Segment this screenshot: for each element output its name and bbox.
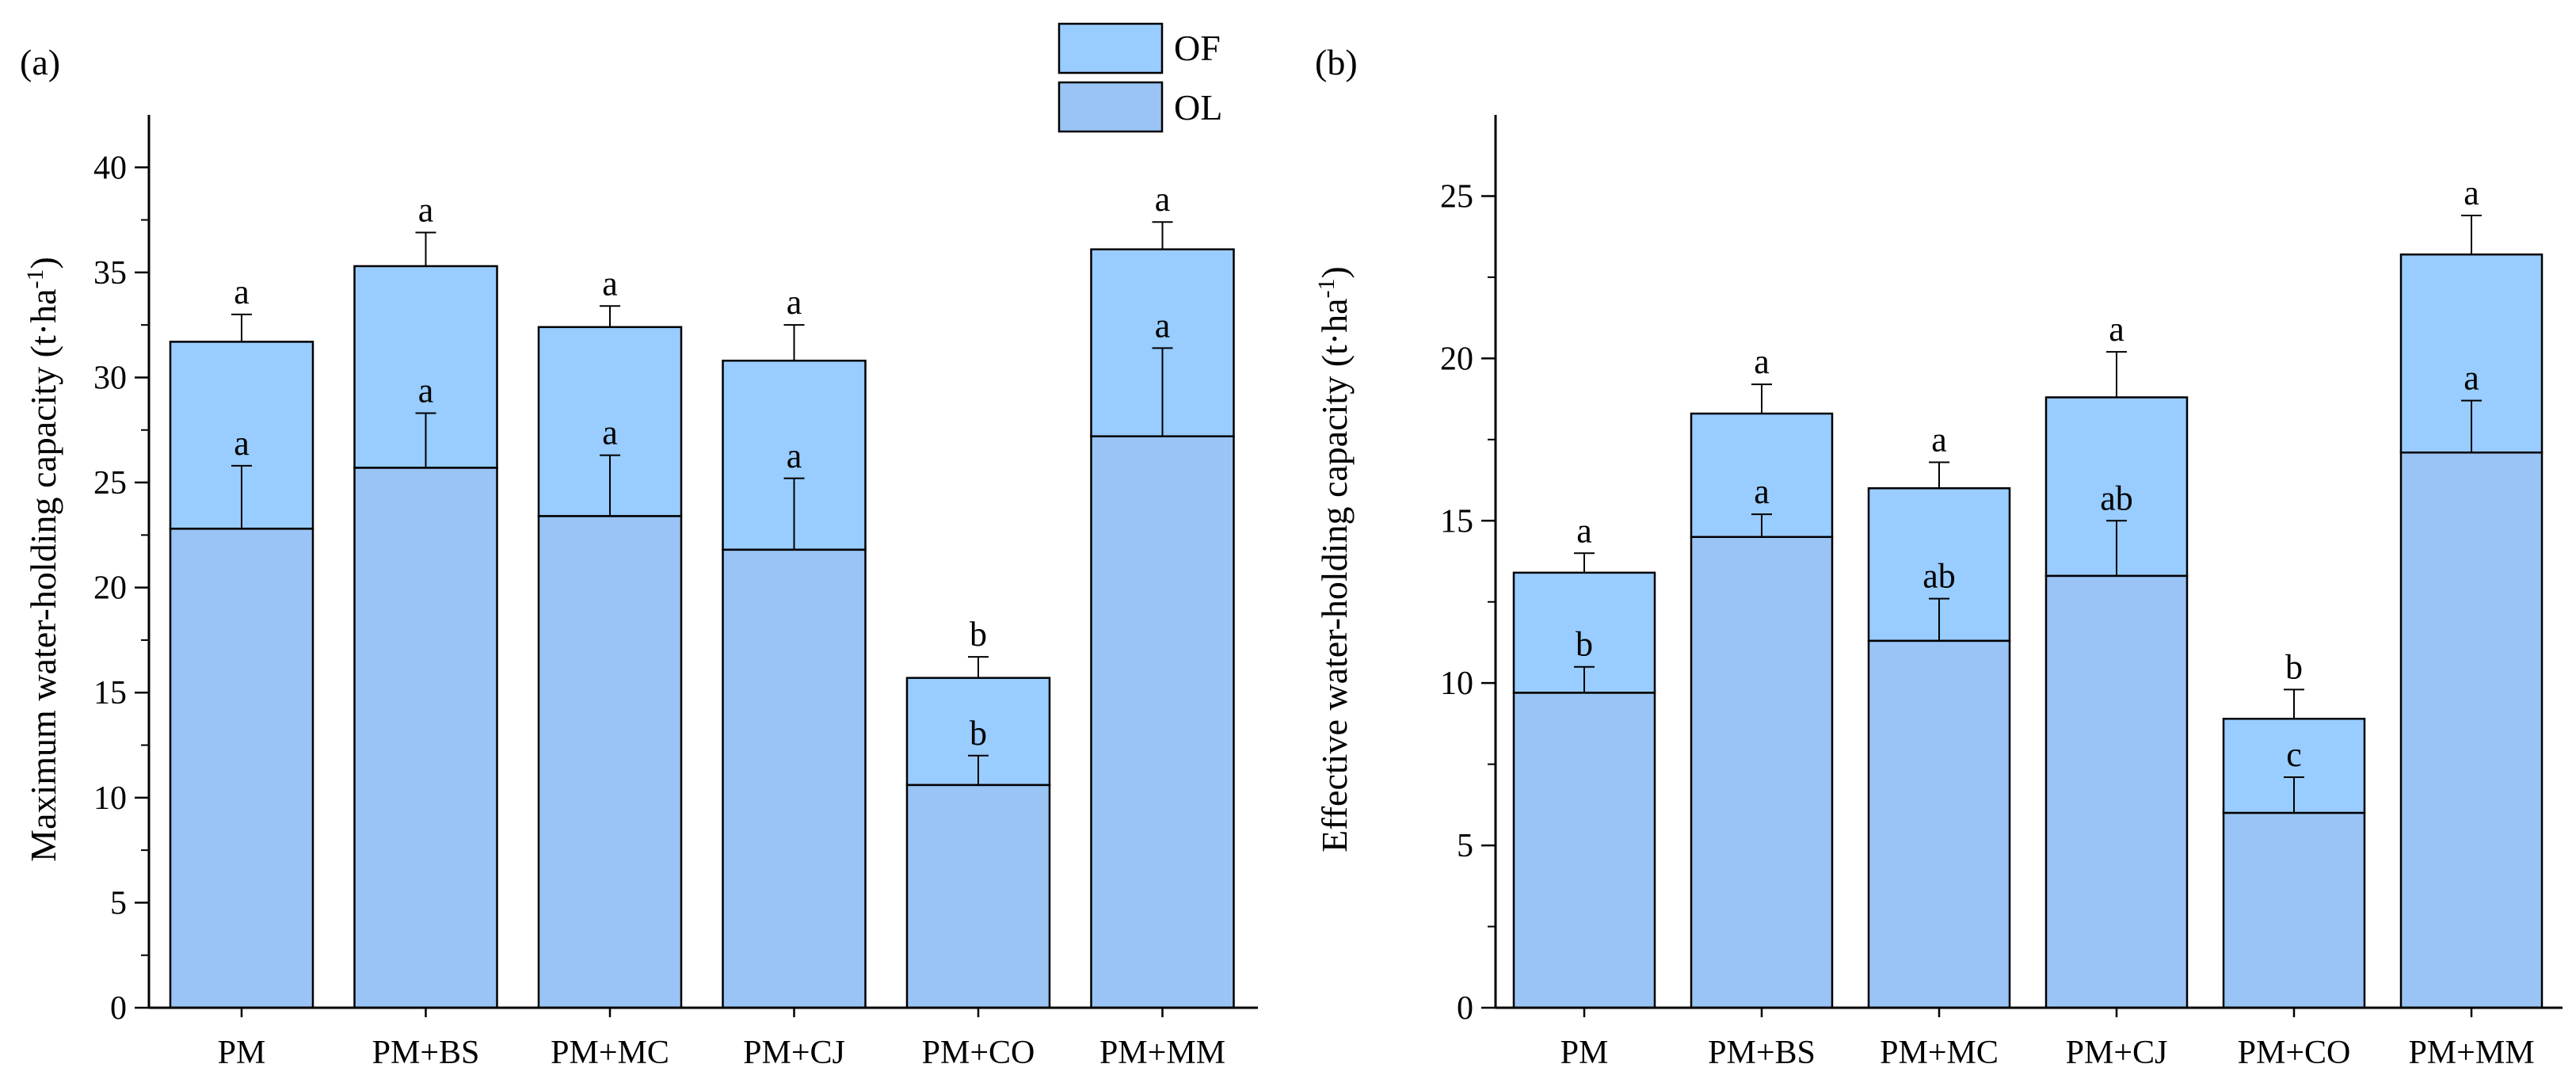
legend-label-ol: OL [1174,87,1222,128]
y-tick-label: 0 [110,990,127,1027]
y-tick-label: 20 [93,570,127,607]
ol-significance-letter: a [1754,472,1770,511]
x-tick-label: PM+MM [2408,1035,2534,1071]
legend-label-of: OF [1174,28,1221,68]
y-tick-label: 10 [1440,665,1473,702]
panel-label: (b) [1315,42,1358,82]
x-tick-label: PM+MM [1099,1035,1225,1071]
y-tick-label: 25 [1440,178,1473,215]
bar-ol-segment [1690,536,1834,1009]
of-significance-letter: a [1155,180,1171,219]
bar-ol-segment [537,515,683,1009]
of-significance-letter: b [2285,647,2303,686]
x-tick-label: PM [218,1035,266,1071]
ol-significance-letter: b [970,714,987,753]
x-tick-label: PM+CJ [743,1035,845,1071]
y-tick-label: 5 [110,885,127,921]
y-tick-label: 30 [93,360,127,396]
x-tick-label: PM+BS [372,1035,480,1071]
panel-b-chart: (b) Effective water-holding capacity (t·h… [1313,42,2563,1071]
y-tick-label: 25 [93,465,127,501]
panel-label: (a) [20,42,60,82]
y-tick-label: 40 [93,150,127,186]
ol-significance-letter: a [2464,359,2479,398]
y-tick-label: 0 [1457,990,1473,1027]
ol-significance-letter: a [234,424,250,463]
bar-ol-segment [722,548,867,1009]
legend-swatch-of [1057,22,1164,74]
y-tick-label: 10 [93,780,127,817]
x-tick-label: PM [1560,1035,1609,1071]
of-significance-letter: b [970,615,987,654]
ol-significance-letter: ab [1922,557,1956,596]
legend: OF OL [1057,22,1222,133]
ol-significance-letter: a [787,437,802,475]
y-tick-label: 15 [93,675,127,711]
y-axis-title: Maximum water-holding capacity (t·ha-1) [22,257,63,862]
bar-ol-segment [1867,639,2011,1009]
of-significance-letter: a [1754,342,1770,381]
of-significance-letter: a [2109,310,2124,349]
legend-swatch-ol [1057,81,1164,133]
ol-significance-letter: a [602,414,618,452]
y-tick-label: 15 [1440,503,1473,540]
ol-significance-letter: b [1576,625,1593,664]
of-significance-letter: a [234,273,250,311]
y-tick-label: 20 [1440,341,1473,377]
bar-ol-segment [169,528,314,1009]
of-significance-letter: a [787,283,802,322]
bar-ol-segment [2044,574,2189,1009]
y-axis-title: Effective water-holding capacity (t·ha-1… [1313,266,1355,852]
bar-ol-segment [1090,435,1235,1009]
of-significance-letter: a [1576,511,1592,550]
ol-significance-letter: c [2286,735,2302,774]
y-tick-label: 5 [1457,828,1473,864]
bar-ol-segment [905,784,1051,1009]
ol-significance-letter: a [1155,306,1171,345]
x-tick-label: PM+CO [922,1035,1035,1071]
bar-ol-segment [353,467,498,1009]
x-tick-label: PM+MC [1880,1035,1999,1071]
x-tick-label: PM+MC [551,1035,669,1071]
of-significance-letter: a [418,190,434,229]
of-significance-letter: a [2464,174,2479,212]
x-tick-label: PM+CO [2238,1035,2351,1071]
of-significance-letter: a [602,264,618,303]
ol-significance-letter: a [418,372,434,410]
bar-ol-segment [2222,811,2366,1009]
of-significance-letter: a [1931,421,1947,460]
x-tick-label: PM+BS [1708,1035,1816,1071]
x-tick-label: PM+CJ [2066,1035,2168,1071]
bar-ol-segment [1512,692,1656,1009]
panel-a-chart: (a) Maximum water-holding capacity (t·ha-… [20,42,1258,1071]
y-tick-label: 35 [93,255,127,292]
ol-significance-letter: ab [2100,479,2133,517]
bar-ol-segment [2399,451,2544,1009]
